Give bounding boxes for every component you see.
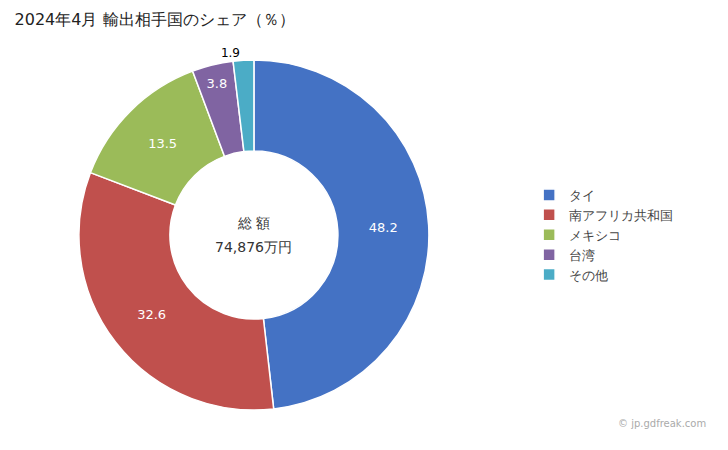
svg-text:台湾: 台湾	[569, 248, 595, 263]
svg-text:74,876万円: 74,876万円	[215, 239, 292, 255]
svg-text:総 額: 総 額	[237, 215, 270, 231]
svg-text:© jp.gdfreak.com: © jp.gdfreak.com	[618, 418, 706, 429]
svg-text:南アフリカ共和国: 南アフリカ共和国	[569, 208, 673, 223]
svg-text:2024年4月 輸出相手国のシェア（％）: 2024年4月 輸出相手国のシェア（％）	[15, 10, 295, 29]
svg-text:48.2: 48.2	[369, 220, 398, 235]
svg-text:1.9: 1.9	[221, 46, 240, 60]
svg-text:タイ: タイ	[569, 188, 595, 203]
svg-text:13.5: 13.5	[148, 136, 177, 151]
svg-text:32.6: 32.6	[137, 307, 166, 322]
svg-text:メキシコ: メキシコ	[569, 228, 621, 243]
svg-text:その他: その他	[569, 268, 608, 283]
svg-text:3.8: 3.8	[207, 76, 228, 91]
